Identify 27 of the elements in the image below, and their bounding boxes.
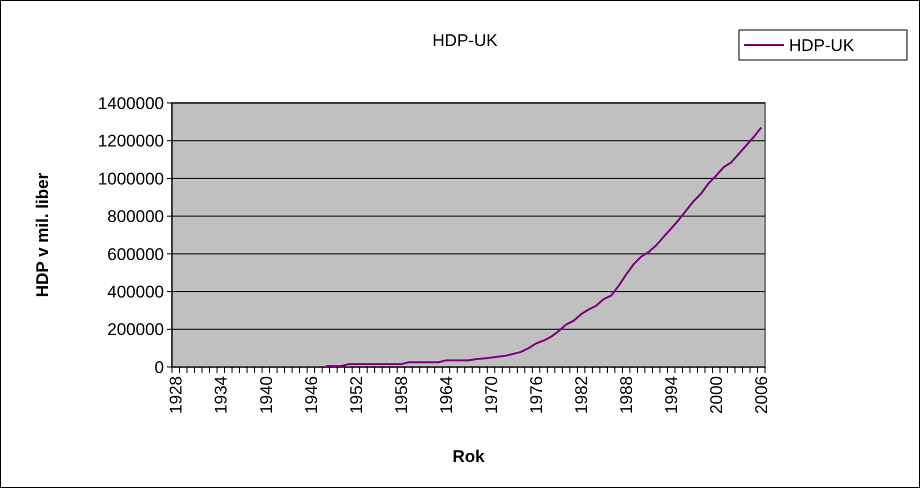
x-tick-label: 1988 bbox=[617, 376, 636, 414]
x-tick-label: 1934 bbox=[212, 376, 231, 414]
x-tick-label: 1994 bbox=[662, 376, 682, 414]
x-tick-label: 1928 bbox=[166, 376, 186, 414]
y-tick-label: 0 bbox=[154, 358, 164, 377]
x-tick-label: 1958 bbox=[392, 376, 411, 414]
x-tick-label: 1964 bbox=[436, 376, 456, 414]
y-tick-label: 1200000 bbox=[98, 132, 164, 151]
y-tick-label: 200000 bbox=[107, 320, 164, 340]
y-tick-label: 800000 bbox=[107, 207, 164, 226]
y-tick-label: 1000000 bbox=[98, 169, 164, 188]
y-tick-label: 600000 bbox=[107, 244, 164, 264]
line-series bbox=[324, 126, 762, 368]
legend-label: HDP-UK bbox=[789, 36, 855, 55]
y-tick-label: 1400000 bbox=[98, 94, 164, 113]
x-tick-label: 1982 bbox=[572, 376, 592, 414]
y-tick-label: 400000 bbox=[107, 282, 164, 302]
x-axis-title: Rok bbox=[452, 447, 486, 466]
x-tick-label: 2000 bbox=[707, 376, 726, 414]
x-tick-label: 1946 bbox=[302, 376, 321, 414]
x-tick-label: 1940 bbox=[256, 376, 276, 414]
y-axis-title: HDP v mil. liber bbox=[33, 172, 52, 298]
chart-title: HDP-UK bbox=[432, 31, 498, 50]
x-tick-label: 1952 bbox=[346, 376, 366, 414]
x-tick-label: 1970 bbox=[482, 376, 501, 414]
x-tick-label: 2006 bbox=[752, 376, 772, 414]
x-tick-label: 1976 bbox=[527, 376, 546, 414]
